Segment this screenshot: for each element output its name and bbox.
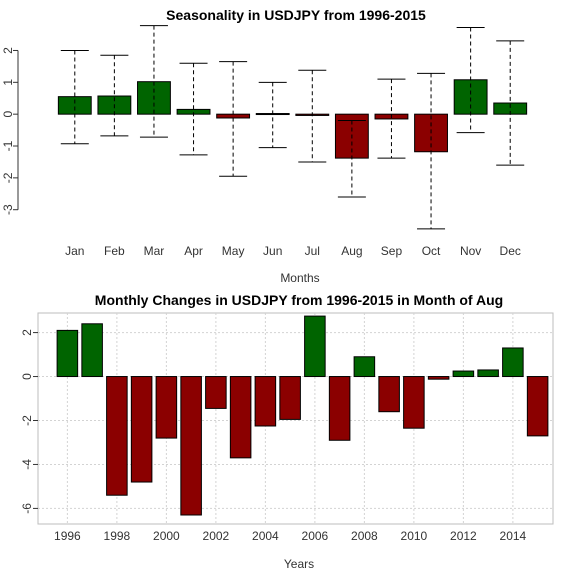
monthly-changes-x-tick-label: 2006 (302, 529, 329, 543)
monthly-changes-y-tick-label: 0 (20, 373, 34, 380)
monthly-changes-x-tick-label: 2002 (203, 529, 230, 543)
monthly-changes-bar (353, 356, 376, 378)
seasonality-y-tick-label: -1 (1, 140, 15, 151)
monthly-changes-bar (130, 376, 153, 483)
seasonality-x-tick-label: Mar (144, 244, 165, 258)
monthly-changes-bar (205, 376, 227, 409)
monthly-changes-bar (502, 347, 524, 378)
monthly-changes-y-axis: 2 0 -2 -4 -6 (20, 329, 38, 514)
seasonality-x-axis: Jan Feb Mar Apr May Jun Jul Aug Sep Oct Nov Dec (65, 244, 521, 258)
monthly-changes-chart-title: Monthly Changes in USDJPY from 1996-2015… (95, 292, 503, 308)
seasonality-bar (57, 96, 92, 115)
monthly-changes-bar (254, 376, 277, 427)
monthly-changes-bar (81, 323, 103, 378)
monthly-changes-bar (526, 376, 549, 437)
seasonality-y-axis: 2 1 0 -1 -2 -3 (1, 47, 19, 215)
seasonality-chart-title: Seasonality in USDJPY from 1996-2015 (166, 7, 426, 23)
monthly-changes-x-axis-label: Years (284, 557, 314, 571)
monthly-changes-bar (180, 376, 202, 516)
monthly-changes-x-tick-label: 2012 (450, 529, 477, 543)
seasonality-x-tick-label: Sep (381, 244, 403, 258)
monthly-changes-x-tick-label: 1998 (104, 529, 131, 543)
monthly-changes-bar (378, 376, 400, 413)
seasonality-y-tick-label: 0 (1, 111, 15, 118)
seasonality-x-tick-label: May (222, 244, 245, 258)
seasonality-y-tick-label: 1 (1, 79, 15, 86)
seasonality-x-tick-label: Aug (341, 244, 362, 258)
monthly-changes-y-tick-label: -4 (20, 459, 34, 470)
monthly-changes-x-axis: 1996 1998 2000 2002 2004 2006 2008 2010 2012 2014 (54, 529, 527, 543)
seasonality-x-tick-label: Feb (104, 244, 125, 258)
monthly-changes-bar (155, 376, 178, 439)
monthly-changes-bar (403, 376, 425, 429)
monthly-changes-x-tick-label: 2000 (153, 529, 180, 543)
monthly-changes-x-tick-label: 2004 (252, 529, 279, 543)
seasonality-chart: Seasonality in USDJPY from 1996-2015 2 1 0… (1, 7, 528, 285)
monthly-changes-x-tick-label: 2010 (401, 529, 428, 543)
seasonality-x-tick-label: Oct (422, 244, 441, 258)
monthly-changes-bar (304, 315, 326, 378)
seasonality-x-tick-label: Jan (65, 244, 84, 258)
seasonality-error-bars (60, 25, 525, 230)
monthly-changes-bars (56, 315, 549, 516)
seasonality-x-axis-label: Months (280, 271, 319, 285)
monthly-changes-bar (56, 329, 79, 378)
seasonality-x-tick-label: Jul (305, 244, 320, 258)
seasonality-y-tick-label: -3 (1, 204, 15, 215)
seasonality-bar (216, 113, 251, 119)
monthly-changes-bar (229, 376, 252, 459)
monthly-changes-bar (427, 376, 450, 380)
monthly-changes-plot-box (37, 312, 554, 525)
seasonality-x-tick-label: Nov (460, 244, 481, 258)
monthly-changes-x-tick-label: 1996 (54, 529, 81, 543)
monthly-changes-y-tick-label: -2 (20, 415, 34, 426)
monthly-changes-x-tick-label: 2008 (351, 529, 378, 543)
seasonality-x-tick-label: Jun (263, 244, 282, 258)
monthly-changes-bar (106, 376, 128, 496)
monthly-changes-bar (452, 370, 475, 378)
seasonality-y-tick-label: 2 (1, 47, 15, 54)
seasonality-y-tick-label: -2 (1, 172, 15, 183)
monthly-changes-x-tick-label: 2014 (500, 529, 527, 543)
monthly-changes-y-tick-label: 2 (20, 329, 34, 336)
monthly-changes-chart: Monthly Changes in USDJPY from 1996-2015… (20, 292, 554, 571)
monthly-changes-bar (328, 376, 351, 441)
seasonality-x-tick-label: Dec (500, 244, 521, 258)
seasonality-x-tick-label: Apr (184, 244, 203, 258)
monthly-changes-bar (279, 376, 301, 420)
monthly-changes-y-tick-label: -6 (20, 503, 34, 514)
monthly-changes-bar (477, 369, 499, 378)
